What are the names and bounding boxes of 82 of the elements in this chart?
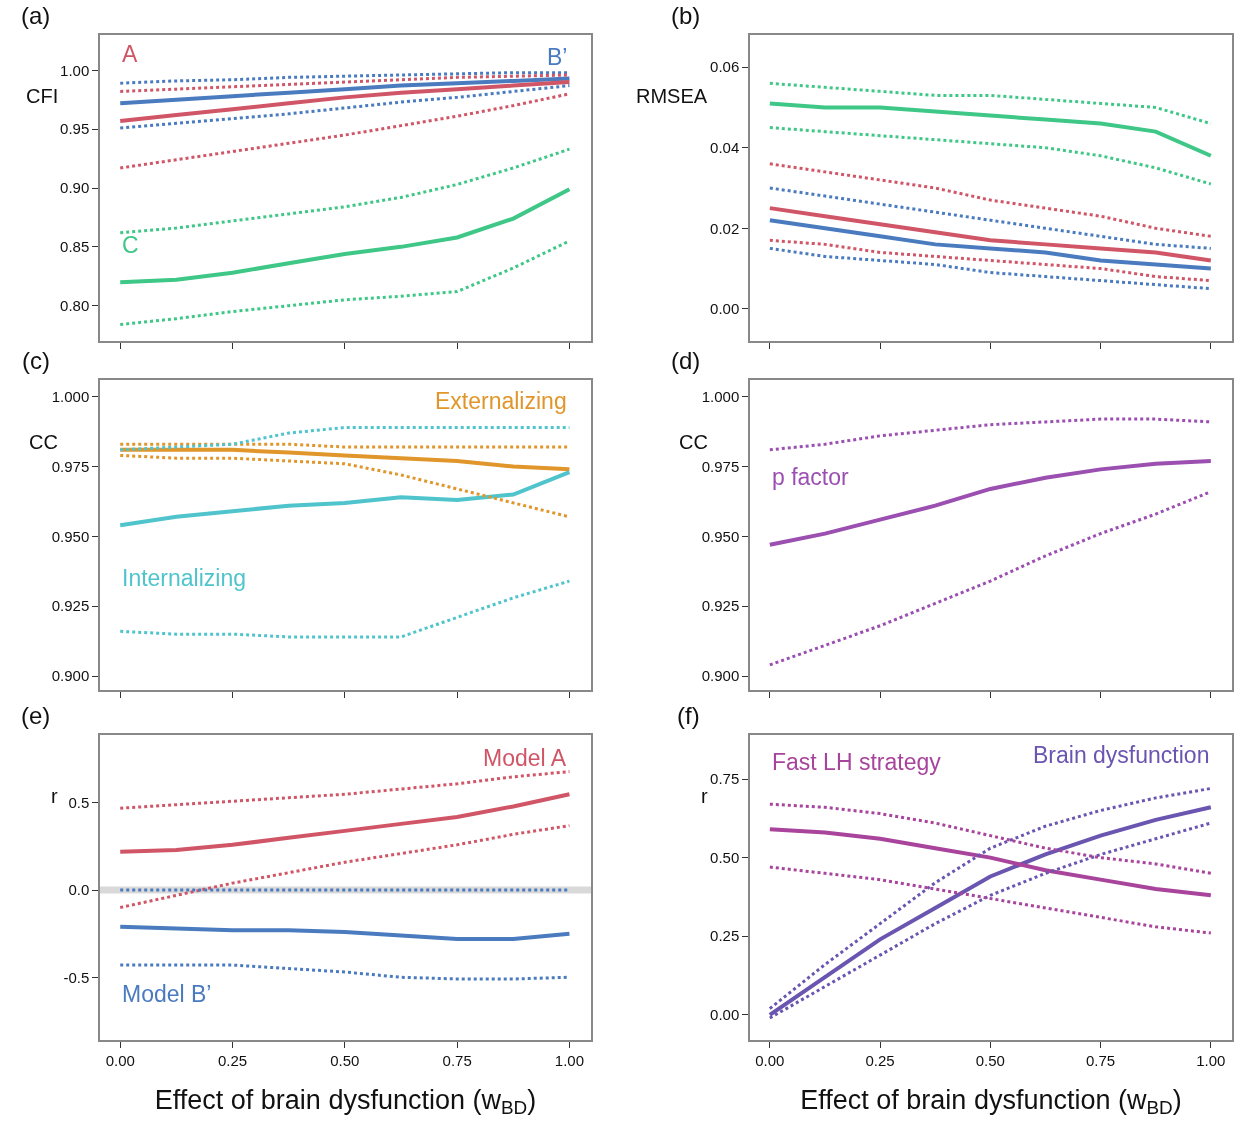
y-tick-label: 0.25 bbox=[710, 927, 740, 945]
series-label: Model A bbox=[483, 745, 567, 771]
chart-title: (e) bbox=[21, 702, 51, 729]
y-tick-label: 1.000 bbox=[51, 388, 90, 406]
y-tick-label: 0.50 bbox=[710, 848, 740, 866]
y-tick-label: 0.900 bbox=[51, 667, 90, 685]
y-tick-label: -0.5 bbox=[63, 968, 90, 986]
line-series bbox=[767, 458, 1213, 547]
text: Model B’ bbox=[122, 981, 212, 1007]
series-label: C bbox=[122, 232, 139, 258]
y-tick-label: 0.975 bbox=[51, 457, 90, 475]
x-tick-label: 0.00 bbox=[755, 1051, 785, 1069]
line-series bbox=[118, 76, 572, 106]
y-tick-label: 0.5 bbox=[68, 794, 90, 812]
line-series bbox=[118, 80, 572, 123]
y-tick-label: 0.950 bbox=[51, 527, 90, 545]
line-series bbox=[118, 792, 572, 854]
y-tick-label: 1.00 bbox=[60, 61, 90, 79]
chart-title: (f) bbox=[677, 702, 700, 729]
text: Fast LH strategy bbox=[772, 749, 942, 775]
x-tick-label: 1.00 bbox=[554, 1051, 585, 1069]
line-series bbox=[767, 206, 1213, 263]
y-axis-title: CC bbox=[29, 431, 58, 453]
series-label: B’ bbox=[547, 44, 568, 70]
chart-title: (d) bbox=[671, 347, 701, 374]
y-tick-label: 0.90 bbox=[60, 179, 90, 197]
line-series bbox=[768, 802, 1213, 875]
text: A bbox=[122, 41, 138, 67]
series-label: Externalizing bbox=[435, 388, 567, 414]
chart-title: (c) bbox=[22, 347, 50, 374]
x-tick-label: 0.50 bbox=[975, 1051, 1005, 1069]
x-tick-label: 0.00 bbox=[105, 1051, 135, 1069]
line-series bbox=[768, 186, 1213, 250]
chart-title: (a) bbox=[21, 2, 51, 29]
line-series bbox=[768, 81, 1213, 126]
y-tick-label: 0.925 bbox=[701, 597, 740, 615]
x-axis-title: Effect of brain dysfunction (w$_{BD}$) bbox=[800, 1084, 1182, 1119]
x-tick-label: 0.75 bbox=[442, 1051, 472, 1069]
line-series bbox=[768, 865, 1213, 935]
y-tick-label: 0.06 bbox=[710, 58, 740, 76]
series-label: Brain dysfunction bbox=[1033, 742, 1210, 768]
x-axis-title: Effect of brain dysfunction (w$_{BD}$) bbox=[154, 1084, 537, 1119]
line-series bbox=[767, 101, 1213, 158]
y-tick-label: 0.925 bbox=[51, 597, 90, 615]
line-series bbox=[118, 470, 572, 528]
y-axis-title: CC bbox=[679, 431, 708, 453]
line-series bbox=[118, 147, 571, 235]
x-tick-label: 0.25 bbox=[865, 1051, 895, 1069]
x-tick-label: 1.00 bbox=[1196, 1051, 1226, 1069]
y-tick-label: 0.85 bbox=[60, 238, 90, 256]
line-series bbox=[767, 218, 1213, 271]
line-series bbox=[118, 770, 571, 810]
y-tick-label: 0.900 bbox=[701, 667, 740, 685]
series-label: p factor bbox=[772, 464, 850, 490]
y-tick-label: 0.02 bbox=[710, 219, 740, 237]
line-series bbox=[767, 827, 1213, 898]
y-tick-label: 0.00 bbox=[710, 1006, 740, 1024]
y-tick-label: 0.00 bbox=[710, 300, 740, 318]
y-tick-label: 1.000 bbox=[701, 388, 740, 406]
y-axis-title: CFI bbox=[26, 85, 59, 107]
y-tick-label: 0.975 bbox=[701, 457, 740, 475]
y-tick-label: 0.80 bbox=[60, 296, 90, 314]
line-series bbox=[118, 84, 571, 130]
y-axis-title: RMSEA bbox=[636, 85, 708, 107]
y-tick-label: 0.950 bbox=[701, 527, 740, 545]
y-tick-label: 0.04 bbox=[710, 138, 740, 156]
chart-title: (b) bbox=[671, 2, 701, 29]
y-tick-label: 0.0 bbox=[68, 881, 90, 899]
y-tick-label: 0.95 bbox=[60, 120, 90, 138]
x-tick-label: 0.75 bbox=[1085, 1051, 1116, 1069]
y-axis-title: r bbox=[701, 785, 708, 807]
line-series bbox=[118, 187, 572, 285]
line-series bbox=[768, 162, 1213, 238]
series-label: Internalizing bbox=[122, 565, 247, 591]
y-tick-label: 0.75 bbox=[710, 770, 740, 788]
line-series bbox=[118, 924, 572, 941]
x-tick-label: 0.25 bbox=[217, 1051, 248, 1069]
line-series bbox=[768, 126, 1213, 186]
line-series bbox=[118, 824, 571, 910]
x-tick-label: 0.50 bbox=[330, 1051, 360, 1069]
line-series bbox=[118, 447, 572, 472]
y-axis-title: r bbox=[51, 785, 58, 807]
